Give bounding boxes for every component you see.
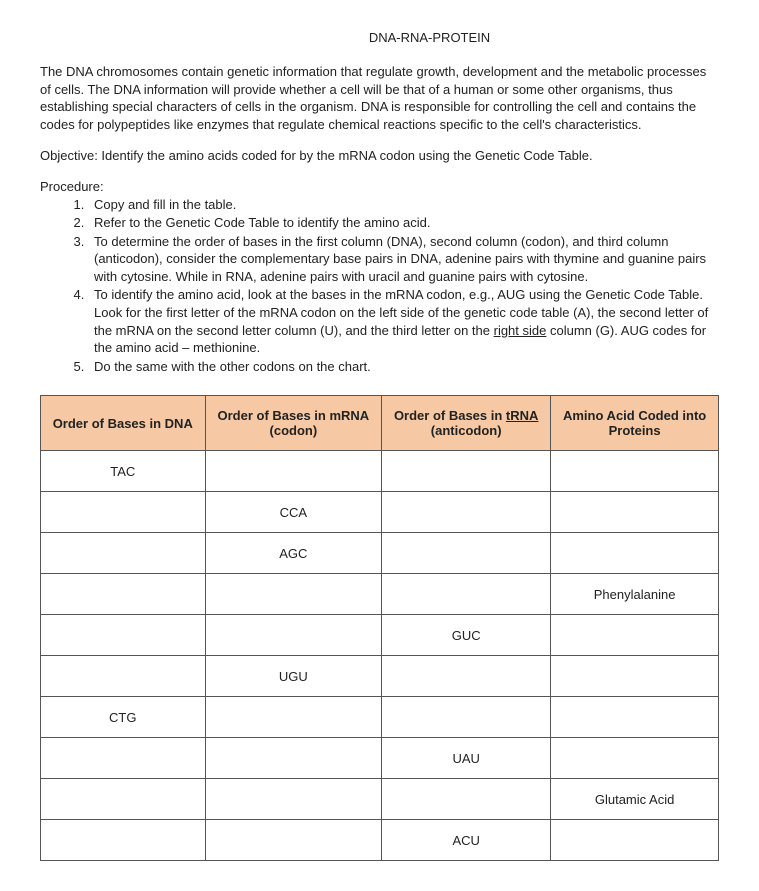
table-row: TAC	[41, 451, 719, 492]
col-header-trna: Order of Bases in tRNA (anticodon)	[382, 396, 551, 451]
col-header-mrna-b: (codon)	[270, 423, 318, 438]
cell-trna	[382, 656, 551, 697]
table-header-row: Order of Bases in DNA Order of Bases in …	[41, 396, 719, 451]
col-header-amino-a: Amino Acid Coded into	[563, 408, 706, 423]
intro-paragraph: The DNA chromosomes contain genetic info…	[40, 63, 719, 133]
procedure-step: To identify the amino acid, look at the …	[88, 286, 719, 356]
cell-dna	[41, 820, 206, 861]
cell-trna	[382, 533, 551, 574]
cell-trna	[382, 451, 551, 492]
col-header-trna-a: Order of Bases in	[394, 408, 506, 423]
cell-trna: GUC	[382, 615, 551, 656]
cell-trna	[382, 779, 551, 820]
cell-mrna: UGU	[205, 656, 382, 697]
col-header-dna: Order of Bases in DNA	[41, 396, 206, 451]
table-row: UAU	[41, 738, 719, 779]
cell-mrna	[205, 615, 382, 656]
cell-mrna	[205, 574, 382, 615]
cell-mrna	[205, 779, 382, 820]
cell-amino	[551, 451, 719, 492]
table-body: TAC CCA AGC Phenylalanine GUC	[41, 451, 719, 861]
table-row: Phenylalanine	[41, 574, 719, 615]
cell-dna	[41, 738, 206, 779]
cell-trna	[382, 697, 551, 738]
cell-mrna: CCA	[205, 492, 382, 533]
procedure-step: To determine the order of bases in the f…	[88, 233, 719, 286]
step4-underline: right side	[494, 323, 547, 338]
table-row: GUC	[41, 615, 719, 656]
cell-mrna	[205, 738, 382, 779]
procedure-label: Procedure:	[40, 179, 719, 194]
cell-mrna	[205, 820, 382, 861]
cell-amino	[551, 492, 719, 533]
procedure-step: Refer to the Genetic Code Table to ident…	[88, 214, 719, 232]
cell-dna: TAC	[41, 451, 206, 492]
cell-trna: UAU	[382, 738, 551, 779]
cell-amino	[551, 738, 719, 779]
cell-amino: Glutamic Acid	[551, 779, 719, 820]
procedure-step: Copy and fill in the table.	[88, 196, 719, 214]
objective-text: Objective: Identify the amino acids code…	[40, 147, 719, 165]
table-row: ACU	[41, 820, 719, 861]
cell-amino	[551, 820, 719, 861]
cell-dna	[41, 574, 206, 615]
table-row: UGU	[41, 656, 719, 697]
col-header-mrna: Order of Bases in mRNA (codon)	[205, 396, 382, 451]
cell-amino: Phenylalanine	[551, 574, 719, 615]
procedure-step: Do the same with the other codons on the…	[88, 358, 719, 376]
cell-dna	[41, 656, 206, 697]
cell-mrna	[205, 697, 382, 738]
cell-trna	[382, 492, 551, 533]
cell-amino	[551, 697, 719, 738]
cell-trna	[382, 574, 551, 615]
col-header-amino-b: Proteins	[609, 423, 661, 438]
col-header-amino: Amino Acid Coded into Proteins	[551, 396, 719, 451]
cell-mrna	[205, 451, 382, 492]
col-header-mrna-a: Order of Bases in mRNA	[217, 408, 369, 423]
cell-amino	[551, 656, 719, 697]
page-title: DNA-RNA-PROTEIN	[140, 30, 719, 45]
procedure-list: Copy and fill in the table. Refer to the…	[40, 196, 719, 375]
table-row: Glutamic Acid	[41, 779, 719, 820]
cell-dna	[41, 533, 206, 574]
col-header-trna-b: (anticodon)	[431, 423, 502, 438]
cell-dna: CTG	[41, 697, 206, 738]
cell-amino	[551, 533, 719, 574]
cell-dna	[41, 492, 206, 533]
cell-dna	[41, 779, 206, 820]
cell-dna	[41, 615, 206, 656]
col-header-trna-u: tRNA	[506, 408, 539, 423]
table-row: AGC	[41, 533, 719, 574]
codon-table: Order of Bases in DNA Order of Bases in …	[40, 395, 719, 861]
cell-amino	[551, 615, 719, 656]
table-row: CTG	[41, 697, 719, 738]
cell-mrna: AGC	[205, 533, 382, 574]
cell-trna: ACU	[382, 820, 551, 861]
table-row: CCA	[41, 492, 719, 533]
